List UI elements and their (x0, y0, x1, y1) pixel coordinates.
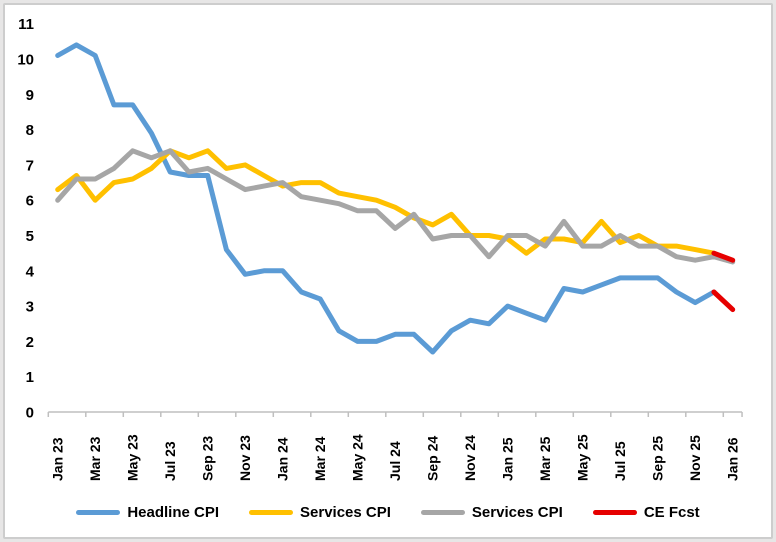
y-axis-tick-label: 2 (26, 334, 34, 351)
x-axis-tick-label: Jan 24 (275, 437, 291, 481)
x-axis-tick-label: May 23 (125, 434, 141, 481)
legend-label: Headline CPI (127, 503, 220, 521)
legend-item-services-cpi-yellow: Services CPI (249, 504, 391, 521)
x-axis-tick-label: Mar 25 (537, 436, 553, 481)
x-axis-tick-label: Sep 23 (200, 436, 216, 481)
x-axis-tick-label: Sep 25 (650, 436, 666, 481)
x-axis-tick-label: Jul 23 (162, 441, 178, 481)
services-cpi-line-2 (55, 148, 736, 265)
ce-fcst-segment-1 (711, 250, 736, 263)
y-axis-tick-label: 9 (26, 87, 34, 104)
x-axis-tick-label: May 25 (575, 434, 591, 481)
y-axis-tick-label: 3 (26, 299, 34, 316)
y-axis-tick-label: 11 (18, 16, 34, 33)
legend-label: Services CPI (471, 503, 563, 521)
y-axis-tick-label: 6 (26, 193, 34, 210)
x-axis-tick-label: Jan 23 (50, 437, 66, 481)
services-cpi-gray-swatch (420, 509, 465, 515)
x-axis-tick-label: Mar 24 (312, 436, 328, 481)
x-axis-tick-label: Jul 24 (387, 441, 403, 481)
y-axis-tick-label: 0 (26, 405, 34, 422)
legend-item-ce-fcst: CE Fcst (592, 503, 700, 521)
x-axis-tick-label: Sep 24 (425, 436, 441, 481)
y-axis-tick-label: 1 (26, 369, 34, 386)
y-axis-tick-label: 7 (26, 157, 34, 174)
chart-border-frame (3, 3, 773, 539)
x-axis-tick-label: Jul 25 (612, 441, 628, 481)
x-axis-tick-label: Jan 25 (500, 437, 516, 481)
x-axis-tick-label: Nov 25 (687, 435, 703, 481)
y-axis-tick-label: 5 (26, 228, 34, 245)
y-axis-tick-label: 4 (26, 263, 35, 280)
headline-cpi-swatch (76, 509, 121, 515)
services-cpi-yellow-swatch (249, 509, 294, 515)
chart-legend: Headline CPI Services CPI Services CPI C… (40, 498, 736, 526)
legend-item-headline-cpi: Headline CPI (76, 504, 219, 521)
x-axis-tick-label: Mar 23 (87, 436, 103, 481)
x-axis-tick-label: Nov 23 (237, 435, 253, 481)
y-axis-tick-label: 8 (26, 122, 34, 139)
x-axis-tick-label: Jan 26 (725, 437, 741, 481)
y-axis-tick-label: 10 (17, 52, 34, 69)
legend-label: CE Fcst (643, 503, 700, 521)
headline-cpi-line-0 (55, 42, 717, 355)
x-axis-tick-label: May 24 (350, 434, 366, 481)
ce-fcst-swatch (592, 509, 637, 515)
legend-label: Services CPI (300, 503, 391, 521)
x-axis-tick-label: Nov 24 (462, 435, 478, 481)
ce-fcst-segment-0 (711, 289, 736, 313)
legend-item-services-cpi-gray: Services CPI (420, 503, 563, 521)
